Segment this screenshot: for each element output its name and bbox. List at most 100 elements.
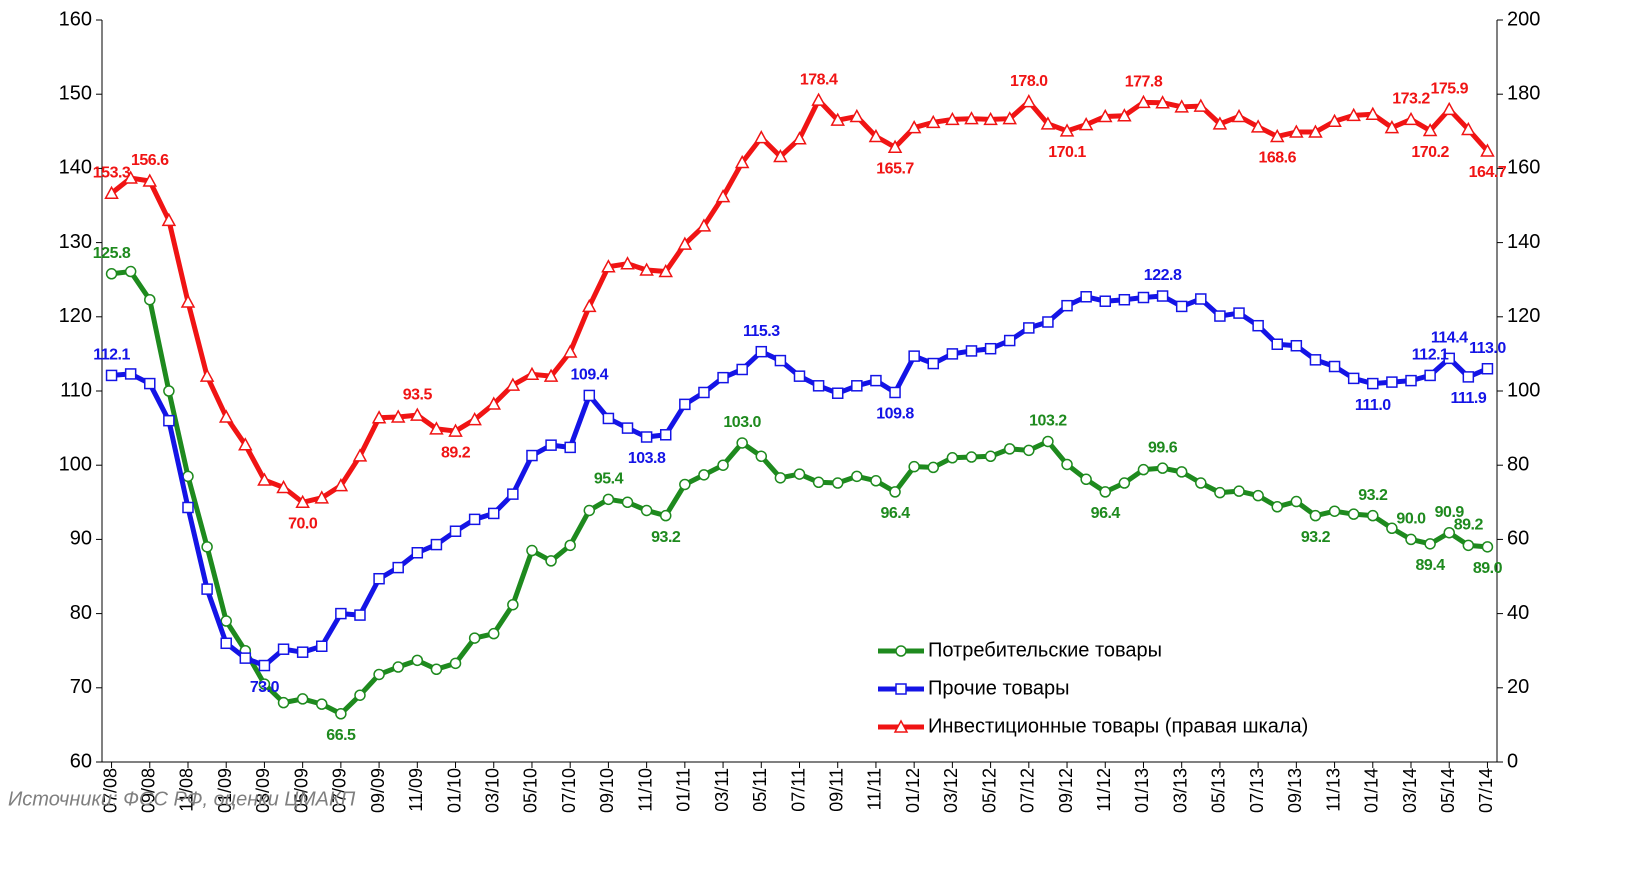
data-label: 96.4 xyxy=(880,505,910,522)
marker xyxy=(870,475,882,487)
x-tick-label: 05/11 xyxy=(750,768,770,812)
x-tick-label: 03/12 xyxy=(941,768,961,813)
marker xyxy=(812,380,825,392)
marker xyxy=(524,366,540,381)
marker xyxy=(1328,360,1341,373)
marker xyxy=(698,469,710,481)
marker xyxy=(851,470,863,483)
marker xyxy=(1462,539,1475,552)
y2-tick-label: 180 xyxy=(1507,82,1540,104)
marker xyxy=(889,486,901,498)
marker xyxy=(679,398,691,411)
data-label: 89.2 xyxy=(1454,517,1484,534)
marker xyxy=(602,412,615,425)
marker xyxy=(717,459,729,471)
marker xyxy=(1424,538,1436,550)
marker xyxy=(734,154,750,169)
x-tick-label: 03/10 xyxy=(482,768,502,813)
marker xyxy=(1250,119,1266,133)
data-label: 93.2 xyxy=(1358,487,1388,504)
marker xyxy=(1059,123,1075,137)
marker xyxy=(1193,98,1209,112)
x-tick-label: 11/11 xyxy=(865,768,885,810)
data-label: 93.5 xyxy=(403,386,433,403)
marker xyxy=(908,350,920,362)
marker xyxy=(927,461,940,474)
marker xyxy=(1269,128,1285,143)
y-tick-label: 140 xyxy=(59,157,92,179)
marker xyxy=(430,538,443,551)
data-label: 153.3 xyxy=(93,164,131,181)
y2-tick-label: 20 xyxy=(1507,676,1529,698)
x-tick-label: 07/08 xyxy=(100,768,120,813)
marker xyxy=(965,451,978,463)
marker xyxy=(1175,300,1188,313)
x-tick-label: 07/14 xyxy=(1476,768,1496,813)
marker xyxy=(220,615,232,627)
data-label: 168.6 xyxy=(1258,150,1296,167)
marker xyxy=(1308,124,1323,138)
marker xyxy=(201,541,213,553)
source-note: Источники: ФСС РФ, оценки ЦМАКП xyxy=(8,788,356,810)
y2-tick-label: 200 xyxy=(1507,8,1540,30)
data-label: 89.4 xyxy=(1416,557,1446,574)
marker xyxy=(316,698,328,710)
marker xyxy=(792,131,807,145)
marker xyxy=(945,111,960,126)
marker xyxy=(354,689,366,701)
data-label: 156.6 xyxy=(131,152,169,169)
data-label: 114.4 xyxy=(1431,330,1468,347)
y2-tick-label: 120 xyxy=(1507,305,1540,327)
marker xyxy=(220,637,232,650)
x-tick-label: 09/12 xyxy=(1056,768,1076,813)
marker xyxy=(142,173,158,187)
marker xyxy=(1136,94,1151,109)
y2-tick-label: 160 xyxy=(1507,157,1540,179)
marker xyxy=(1099,295,1112,307)
x-tick-label: 03/09 xyxy=(253,768,273,813)
x-tick-label: 07/12 xyxy=(1018,768,1038,813)
marker xyxy=(1403,111,1419,126)
marker xyxy=(296,693,309,705)
marker xyxy=(774,472,787,484)
data-label: 93.2 xyxy=(651,529,681,546)
y-tick-label: 160 xyxy=(59,8,92,30)
marker xyxy=(1097,108,1113,123)
data-label: 109.8 xyxy=(876,406,914,423)
marker xyxy=(946,452,959,464)
data-label: 178.4 xyxy=(800,71,838,88)
data-label: 93.2 xyxy=(1301,529,1331,546)
marker xyxy=(1290,339,1303,352)
marker xyxy=(505,377,521,391)
marker xyxy=(1023,322,1035,334)
marker xyxy=(1309,509,1322,522)
data-label: 165.7 xyxy=(876,160,914,177)
data-label: 178.0 xyxy=(1010,73,1048,90)
marker xyxy=(449,525,462,537)
marker xyxy=(1233,307,1245,319)
marker xyxy=(276,479,291,494)
marker xyxy=(1443,526,1455,539)
x-tick-label: 01/09 xyxy=(215,768,235,813)
marker xyxy=(1214,486,1226,499)
marker xyxy=(582,298,597,313)
legend-label: Инвестиционные товары (правая шкала) xyxy=(928,715,1308,737)
marker xyxy=(410,407,425,421)
series-line xyxy=(111,293,1489,669)
marker xyxy=(889,386,901,399)
marker xyxy=(144,377,156,390)
data-label: 170.2 xyxy=(1411,144,1449,161)
marker xyxy=(411,654,424,667)
marker xyxy=(124,265,137,278)
marker xyxy=(1386,376,1398,388)
marker xyxy=(487,627,500,640)
marker xyxy=(526,449,538,462)
marker xyxy=(696,218,712,232)
x-tick-label: 03/14 xyxy=(1400,768,1420,813)
marker xyxy=(927,357,940,370)
x-tick-label: 11/08 xyxy=(177,768,197,812)
marker xyxy=(1214,310,1226,322)
marker xyxy=(1175,466,1188,478)
marker xyxy=(755,345,768,358)
